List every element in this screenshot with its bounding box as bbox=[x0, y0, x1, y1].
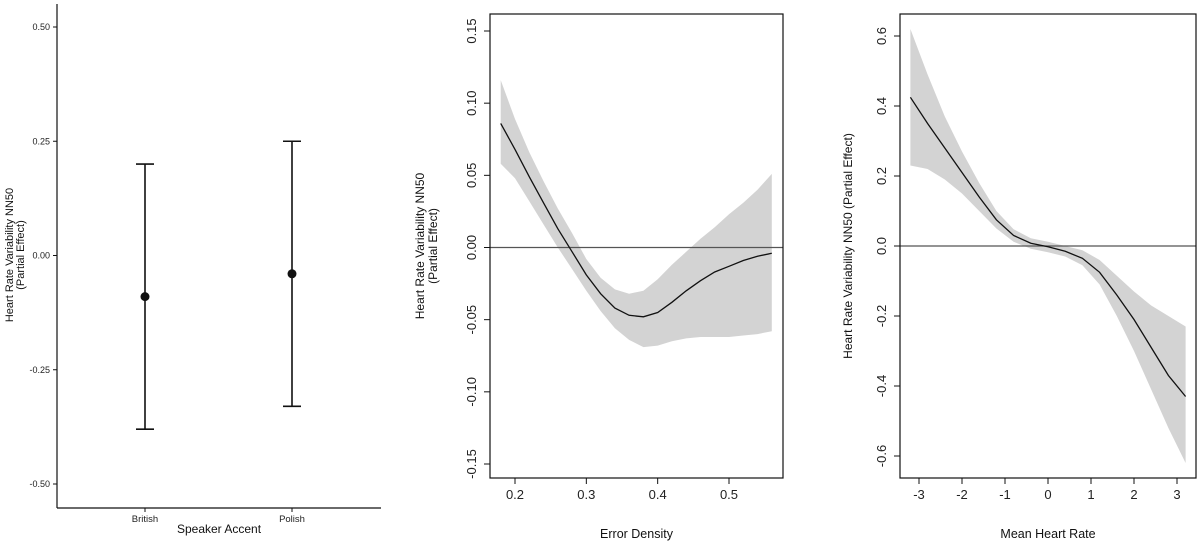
x-tick-label: British bbox=[132, 514, 158, 525]
confidence-band bbox=[500, 80, 772, 348]
point-estimate bbox=[140, 292, 150, 302]
x-tick-label: 0 bbox=[1044, 487, 1051, 502]
y-tick-label: -0.25 bbox=[29, 365, 50, 375]
x-tick-label: -3 bbox=[913, 487, 925, 502]
y-tick-label: -0.4 bbox=[874, 375, 889, 397]
fitted-line bbox=[500, 123, 772, 318]
y-axis-title: Heart Rate Variability NN50 bbox=[4, 188, 16, 322]
x-tick-label: 3 bbox=[1173, 487, 1180, 502]
y-axis-title: (Partial Effect) bbox=[15, 220, 27, 290]
x-tick-label: 0.3 bbox=[577, 487, 595, 502]
y-tick-label: -0.10 bbox=[464, 377, 479, 407]
fitted-line bbox=[909, 96, 1187, 397]
y-tick-label: 0.15 bbox=[464, 18, 479, 43]
y-tick-label: 0.6 bbox=[874, 27, 889, 45]
x-tick-label: -1 bbox=[999, 487, 1011, 502]
y-tick-label: -0.6 bbox=[874, 445, 889, 467]
x-tick-label: 0.4 bbox=[649, 487, 667, 502]
x-tick-label: 2 bbox=[1130, 487, 1137, 502]
x-tick-label: 0.2 bbox=[506, 487, 524, 502]
point-estimate bbox=[287, 269, 297, 279]
x-axis-title: Error Density bbox=[600, 527, 674, 541]
y-tick-label: 0.25 bbox=[32, 136, 50, 146]
x-tick-label: Polish bbox=[279, 514, 305, 525]
y-axis-title: (Partial Effect) bbox=[426, 208, 440, 284]
y-tick-label: 0.10 bbox=[464, 91, 479, 116]
y-tick-label: -0.2 bbox=[874, 305, 889, 327]
x-tick-label: -2 bbox=[956, 487, 968, 502]
y-tick-label: 0.00 bbox=[464, 235, 479, 260]
x-axis-title: Speaker Accent bbox=[177, 522, 262, 536]
plot-frame bbox=[489, 13, 784, 479]
y-axis-title: Heart Rate Variability NN50 bbox=[413, 172, 427, 319]
x-tick-label: 1 bbox=[1087, 487, 1094, 502]
y-axis-title: Heart Rate Variability NN50 (Partial Eff… bbox=[841, 133, 855, 359]
y-tick-label: 0.0 bbox=[874, 237, 889, 255]
x-axis-title: Mean Heart Rate bbox=[1000, 527, 1095, 541]
y-tick-label: 0.2 bbox=[874, 167, 889, 185]
x-tick-label: 0.5 bbox=[720, 487, 738, 502]
y-tick-label: -0.05 bbox=[464, 305, 479, 335]
y-tick-label: 0.4 bbox=[874, 97, 889, 115]
y-tick-label: 0.05 bbox=[464, 163, 479, 188]
y-tick-label: 0.50 bbox=[32, 22, 50, 32]
y-tick-label: 0.00 bbox=[32, 251, 50, 261]
y-tick-label: -0.15 bbox=[464, 449, 479, 479]
y-tick-label: -0.50 bbox=[29, 479, 50, 489]
